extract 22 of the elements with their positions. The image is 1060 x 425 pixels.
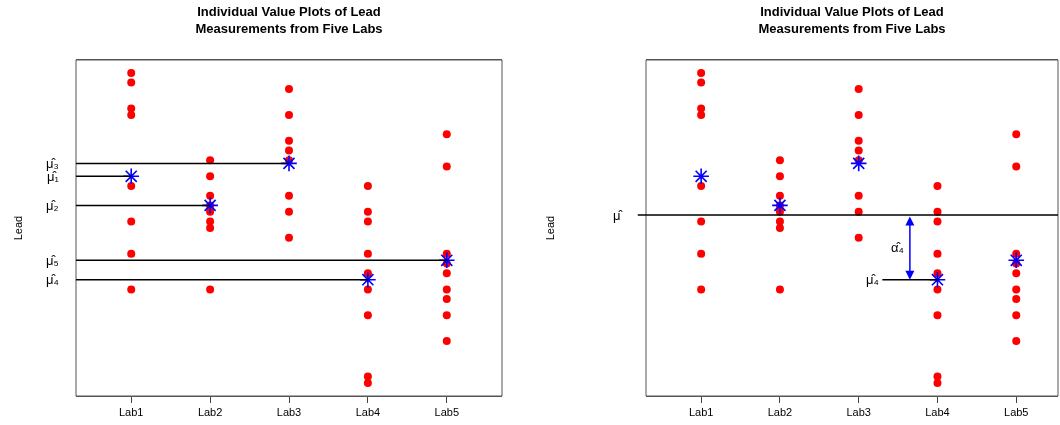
ref-line-label: μ̂₁ (47, 169, 60, 184)
x-tick-label: Lab1 (688, 406, 714, 419)
x-tick-label: Lab4 (355, 406, 381, 419)
ref-line-label: μ̂₄ (46, 272, 59, 287)
x-tick-label: Lab2 (197, 406, 223, 419)
x-tick-label: Lab5 (1004, 406, 1029, 419)
ref-line-label: μ̂₃ (46, 156, 59, 171)
annotation: α̂₄ (891, 240, 904, 255)
x-tick-label: Lab4 (925, 406, 950, 419)
y-axis-title: Lead (11, 215, 24, 241)
x-tick-label: Lab2 (767, 406, 793, 419)
x-tick-label: Lab1 (118, 406, 144, 419)
x-tick-label: Lab3 (276, 406, 302, 419)
x-tick-label: Lab3 (846, 406, 871, 419)
y-axis-title: Lead (543, 215, 556, 241)
ref-line-label: μ̂₅ (46, 253, 59, 268)
ref-line-label: μ̂ (613, 208, 624, 223)
x-tick-label: Lab5 (434, 406, 460, 419)
chart-title: Individual Value Plots of Lead Measurements from Five Labs (758, 3, 946, 36)
chart-title: Individual Value Plots of Lead Measurements from Five Labs (195, 3, 383, 36)
ref-line-label: μ̂₂ (46, 198, 59, 213)
annotation: μ̂₄ (866, 272, 879, 287)
